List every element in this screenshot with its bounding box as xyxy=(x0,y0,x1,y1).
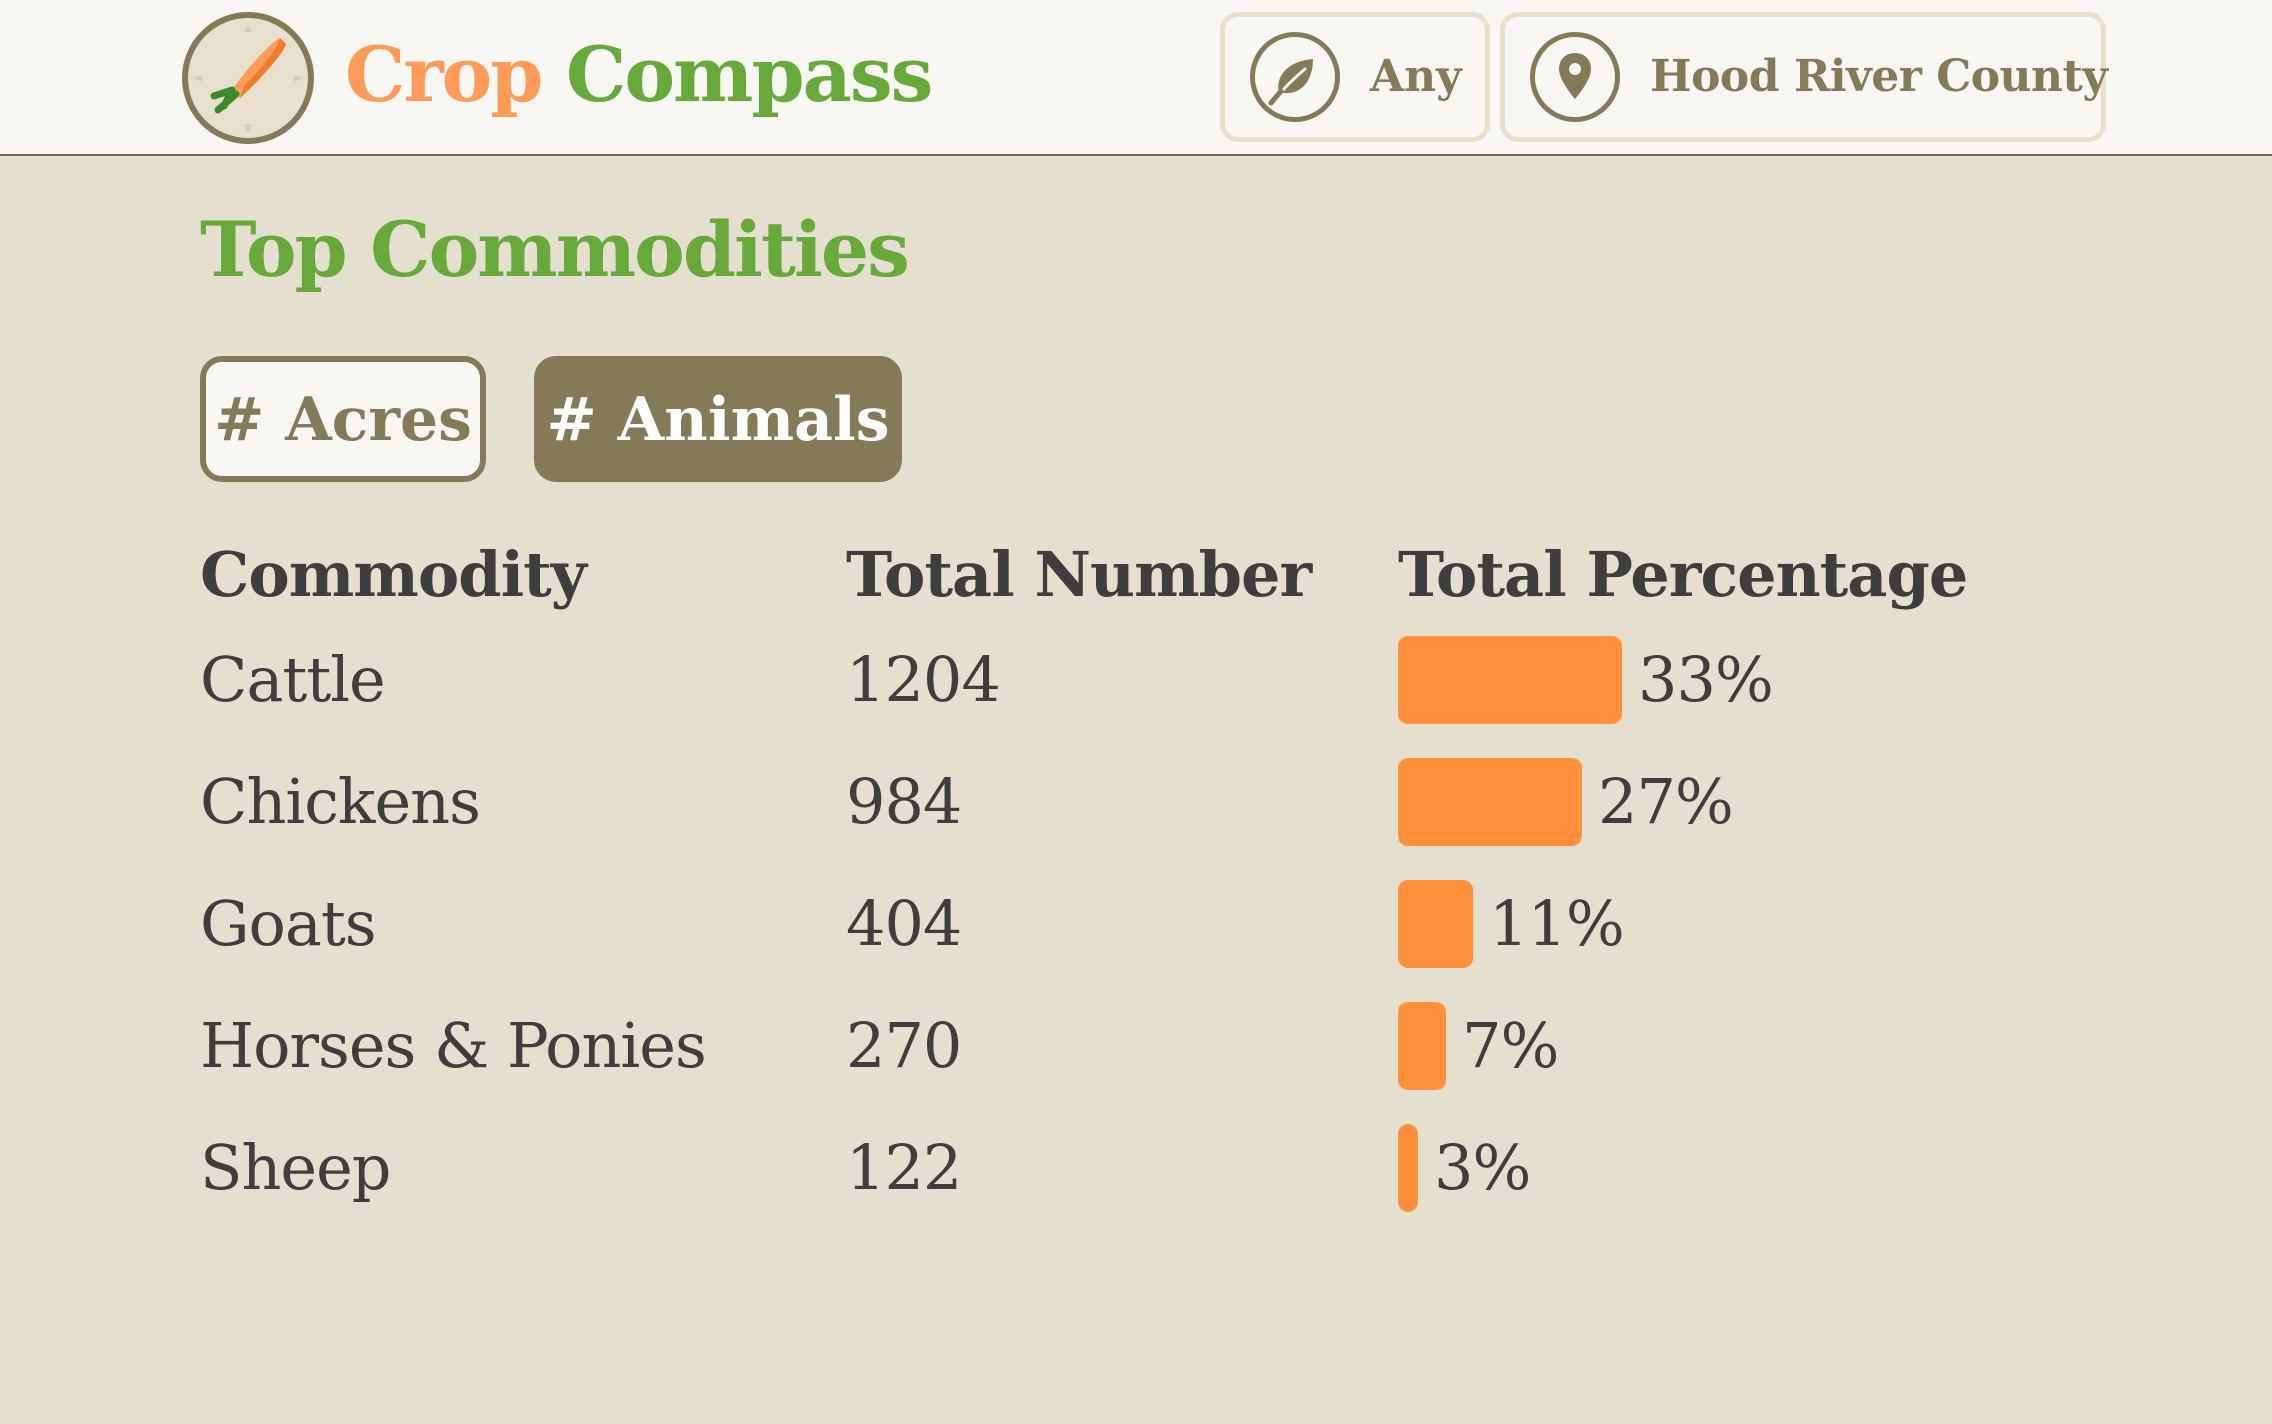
page-title: Top Commodities xyxy=(200,205,910,294)
column-header-commodity: Commodity xyxy=(200,538,587,611)
commodity-name: Chickens xyxy=(200,765,481,838)
location-filter-button[interactable]: Hood River County xyxy=(1500,12,2108,142)
percentage-label: 33% xyxy=(1638,643,1774,716)
percentage-bar xyxy=(1398,636,1622,724)
table-row: Sheep 122 3% xyxy=(0,1122,2272,1214)
commodity-total: 404 xyxy=(846,887,962,960)
column-header-total-percentage: Total Percentage xyxy=(1398,538,1968,611)
table-row: Cattle 1204 33% xyxy=(0,634,2272,726)
table-row: Chickens 984 27% xyxy=(0,756,2272,848)
percentage-label: 27% xyxy=(1598,765,1734,838)
percentage-bar xyxy=(1398,880,1473,968)
app-header: Crop Compass Any Hood River County xyxy=(0,0,2272,156)
column-header-total-number: Total Number xyxy=(846,538,1312,611)
commodity-total: 122 xyxy=(846,1131,962,1204)
location-pin-icon xyxy=(1530,32,1620,122)
percentage-label: 11% xyxy=(1489,887,1625,960)
location-filter-label: Hood River County xyxy=(1650,51,2108,102)
commodity-total: 1204 xyxy=(846,643,1001,716)
carrot-compass-icon[interactable] xyxy=(182,12,314,144)
commodity-name: Cattle xyxy=(200,643,386,716)
commodity-name: Sheep xyxy=(200,1131,391,1204)
commodity-total: 984 xyxy=(846,765,962,838)
commodity-name: Goats xyxy=(200,887,377,960)
crop-filter-label: Any xyxy=(1370,51,1462,102)
brand-crop-text: Crop xyxy=(345,30,543,119)
percentage-bar xyxy=(1398,758,1582,846)
commodity-total: 270 xyxy=(846,1009,962,1082)
table-row: Horses & Ponies 270 7% xyxy=(0,1000,2272,1092)
commodity-name: Horses & Ponies xyxy=(200,1009,707,1082)
percentage-bar xyxy=(1398,1002,1446,1090)
animals-toggle-button[interactable]: # Animals xyxy=(534,356,902,482)
acres-toggle-button[interactable]: # Acres xyxy=(200,356,486,482)
leaf-icon xyxy=(1250,32,1340,122)
table-row: Goats 404 11% xyxy=(0,878,2272,970)
crop-filter-button[interactable]: Any xyxy=(1220,12,1490,142)
brand-logo-text[interactable]: Crop Compass xyxy=(345,30,934,120)
percentage-label: 7% xyxy=(1462,1009,1559,1082)
brand-compass-text: Compass xyxy=(565,30,934,119)
percentage-bar xyxy=(1398,1124,1418,1212)
percentage-label: 3% xyxy=(1434,1131,1531,1204)
